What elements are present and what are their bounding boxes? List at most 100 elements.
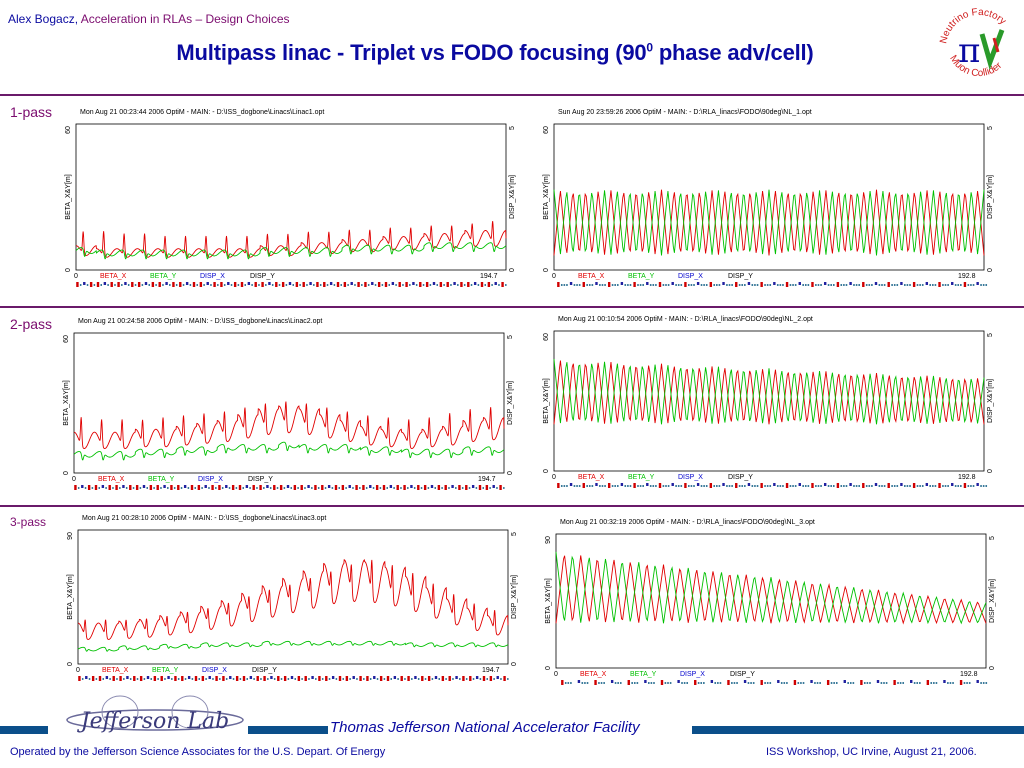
lattice-element [480,282,484,287]
lattice-element [223,284,226,286]
y-tick-label: 90 [545,536,552,544]
lattice-element [301,678,303,680]
lattice-element [902,682,905,684]
lattice-element [146,487,148,489]
lattice-element [826,680,830,685]
lattice-element [972,485,975,487]
lattice-element [355,485,358,490]
lattice-element [792,485,794,487]
lattice-element [338,487,340,489]
legend-entry: DISP_X [198,476,223,483]
lattice-element [348,485,351,488]
lattice-element [982,485,985,487]
lattice-element [125,487,128,489]
lattice-element [798,483,801,486]
lattice-element [810,680,813,683]
lattice-element [669,682,672,684]
jefferson-lab-logo: Jefferson Lab [66,695,244,734]
lattice-element [835,682,838,684]
lattice-element [576,485,578,487]
lattice-element [281,282,285,287]
lattice-element [614,284,616,286]
lattice-element [910,680,913,683]
lattice-element [926,680,930,685]
lattice-element [718,284,721,286]
lattice-element [122,485,125,488]
lattice-element [470,284,473,286]
lattice-element [675,485,677,487]
lattice-element [891,284,893,286]
pass-label-3: 3-pass [10,515,47,529]
lattice-element [662,284,665,286]
lattice-element [352,676,355,679]
lattice-element [96,282,100,287]
lattice-element [88,678,91,680]
lattice-element [297,487,299,489]
lattice-element [769,284,772,286]
lattice-element [386,487,388,489]
lattice-element [164,678,166,680]
lattice-element [949,682,952,684]
lattice-element [588,485,591,487]
lattice-element [276,487,279,489]
lattice-element [912,282,916,287]
lattice-element [167,676,170,679]
title-tail: phase adv/cell) [652,40,814,65]
lattice-element [566,284,568,286]
lattice-element [134,284,137,286]
lattice-element [101,485,105,488]
lattice-element [741,284,744,286]
lattice-element [783,682,786,684]
lattice-element [815,485,817,487]
lattice-element [912,483,916,488]
lattice-element [283,676,287,681]
lattice-element [475,676,479,679]
lattice-element [731,485,733,487]
lattice-element [475,487,478,489]
lattice-element [943,680,946,683]
logo-pi-symbol: π [958,31,980,71]
lattice-element [614,682,617,684]
lattice-element [607,483,611,488]
lattice-element [311,487,313,489]
lattice-element [407,676,410,681]
lattice-element [909,485,911,487]
x-tick-label: 0 [76,667,80,674]
lattice-element [733,682,736,684]
lattice-element [261,282,264,287]
lattice-element [129,485,132,490]
lattice-element [304,487,306,489]
lattice-element [437,485,441,490]
lattice-element [823,483,827,486]
lattice-element [208,676,211,679]
lattice-element [710,680,714,683]
lattice-element [802,284,804,286]
lattice-element [896,284,899,286]
lattice-element [631,682,633,684]
lattice-element [731,682,733,684]
lattice-element [629,485,632,487]
y2-tick-label: 5 [509,126,516,130]
lattice-element [270,676,273,679]
lattice-element [469,676,472,681]
lattice-element [155,284,157,286]
lattice-element [735,483,738,488]
lattice-element [830,284,832,286]
lattice-element [925,483,929,486]
lattice-element [921,284,924,286]
lattice-element [728,284,731,286]
y2-tick-label: 0 [511,662,518,666]
lattice-element [617,682,619,684]
lattice-element [717,682,719,684]
lattice-element [652,485,655,487]
lattice-element [919,682,921,684]
lattice-element [716,485,718,487]
lattice-element [461,487,464,489]
y2-tick-label: 5 [989,536,996,540]
lattice-element [153,487,155,489]
lattice-element [131,282,134,287]
lattice-element [942,485,944,487]
lattice-element [93,284,96,286]
page-title: Multipass linac - Triplet vs FODO focusi… [0,40,990,66]
lattice-element [967,485,970,487]
